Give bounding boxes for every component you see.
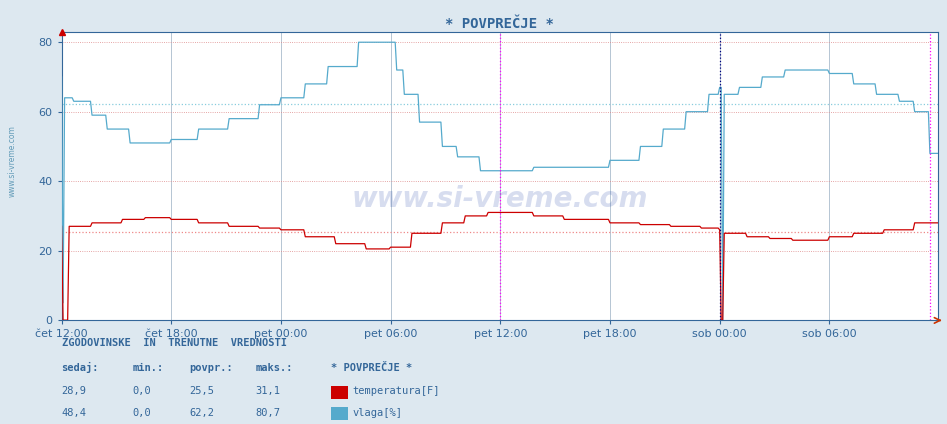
- Text: 48,4: 48,4: [62, 407, 86, 418]
- Text: povpr.:: povpr.:: [189, 363, 233, 373]
- Text: vlaga[%]: vlaga[%]: [352, 407, 402, 418]
- Text: 31,1: 31,1: [256, 386, 280, 396]
- Title: * POVPREČJE *: * POVPREČJE *: [445, 17, 554, 31]
- Text: ZGODOVINSKE  IN  TRENUTNE  VREDNOSTI: ZGODOVINSKE IN TRENUTNE VREDNOSTI: [62, 338, 287, 348]
- Text: 25,5: 25,5: [189, 386, 214, 396]
- Text: temperatura[F]: temperatura[F]: [352, 386, 439, 396]
- Text: sedaj:: sedaj:: [62, 362, 99, 373]
- Text: min.:: min.:: [133, 363, 164, 373]
- Text: 62,2: 62,2: [189, 407, 214, 418]
- Text: * POVPREČJE *: * POVPREČJE *: [331, 363, 413, 373]
- Text: 28,9: 28,9: [62, 386, 86, 396]
- Text: 80,7: 80,7: [256, 407, 280, 418]
- Text: maks.:: maks.:: [256, 363, 294, 373]
- Text: 0,0: 0,0: [133, 407, 152, 418]
- Text: www.si-vreme.com: www.si-vreme.com: [8, 125, 17, 197]
- Text: 0,0: 0,0: [133, 386, 152, 396]
- Text: www.si-vreme.com: www.si-vreme.com: [351, 185, 648, 213]
